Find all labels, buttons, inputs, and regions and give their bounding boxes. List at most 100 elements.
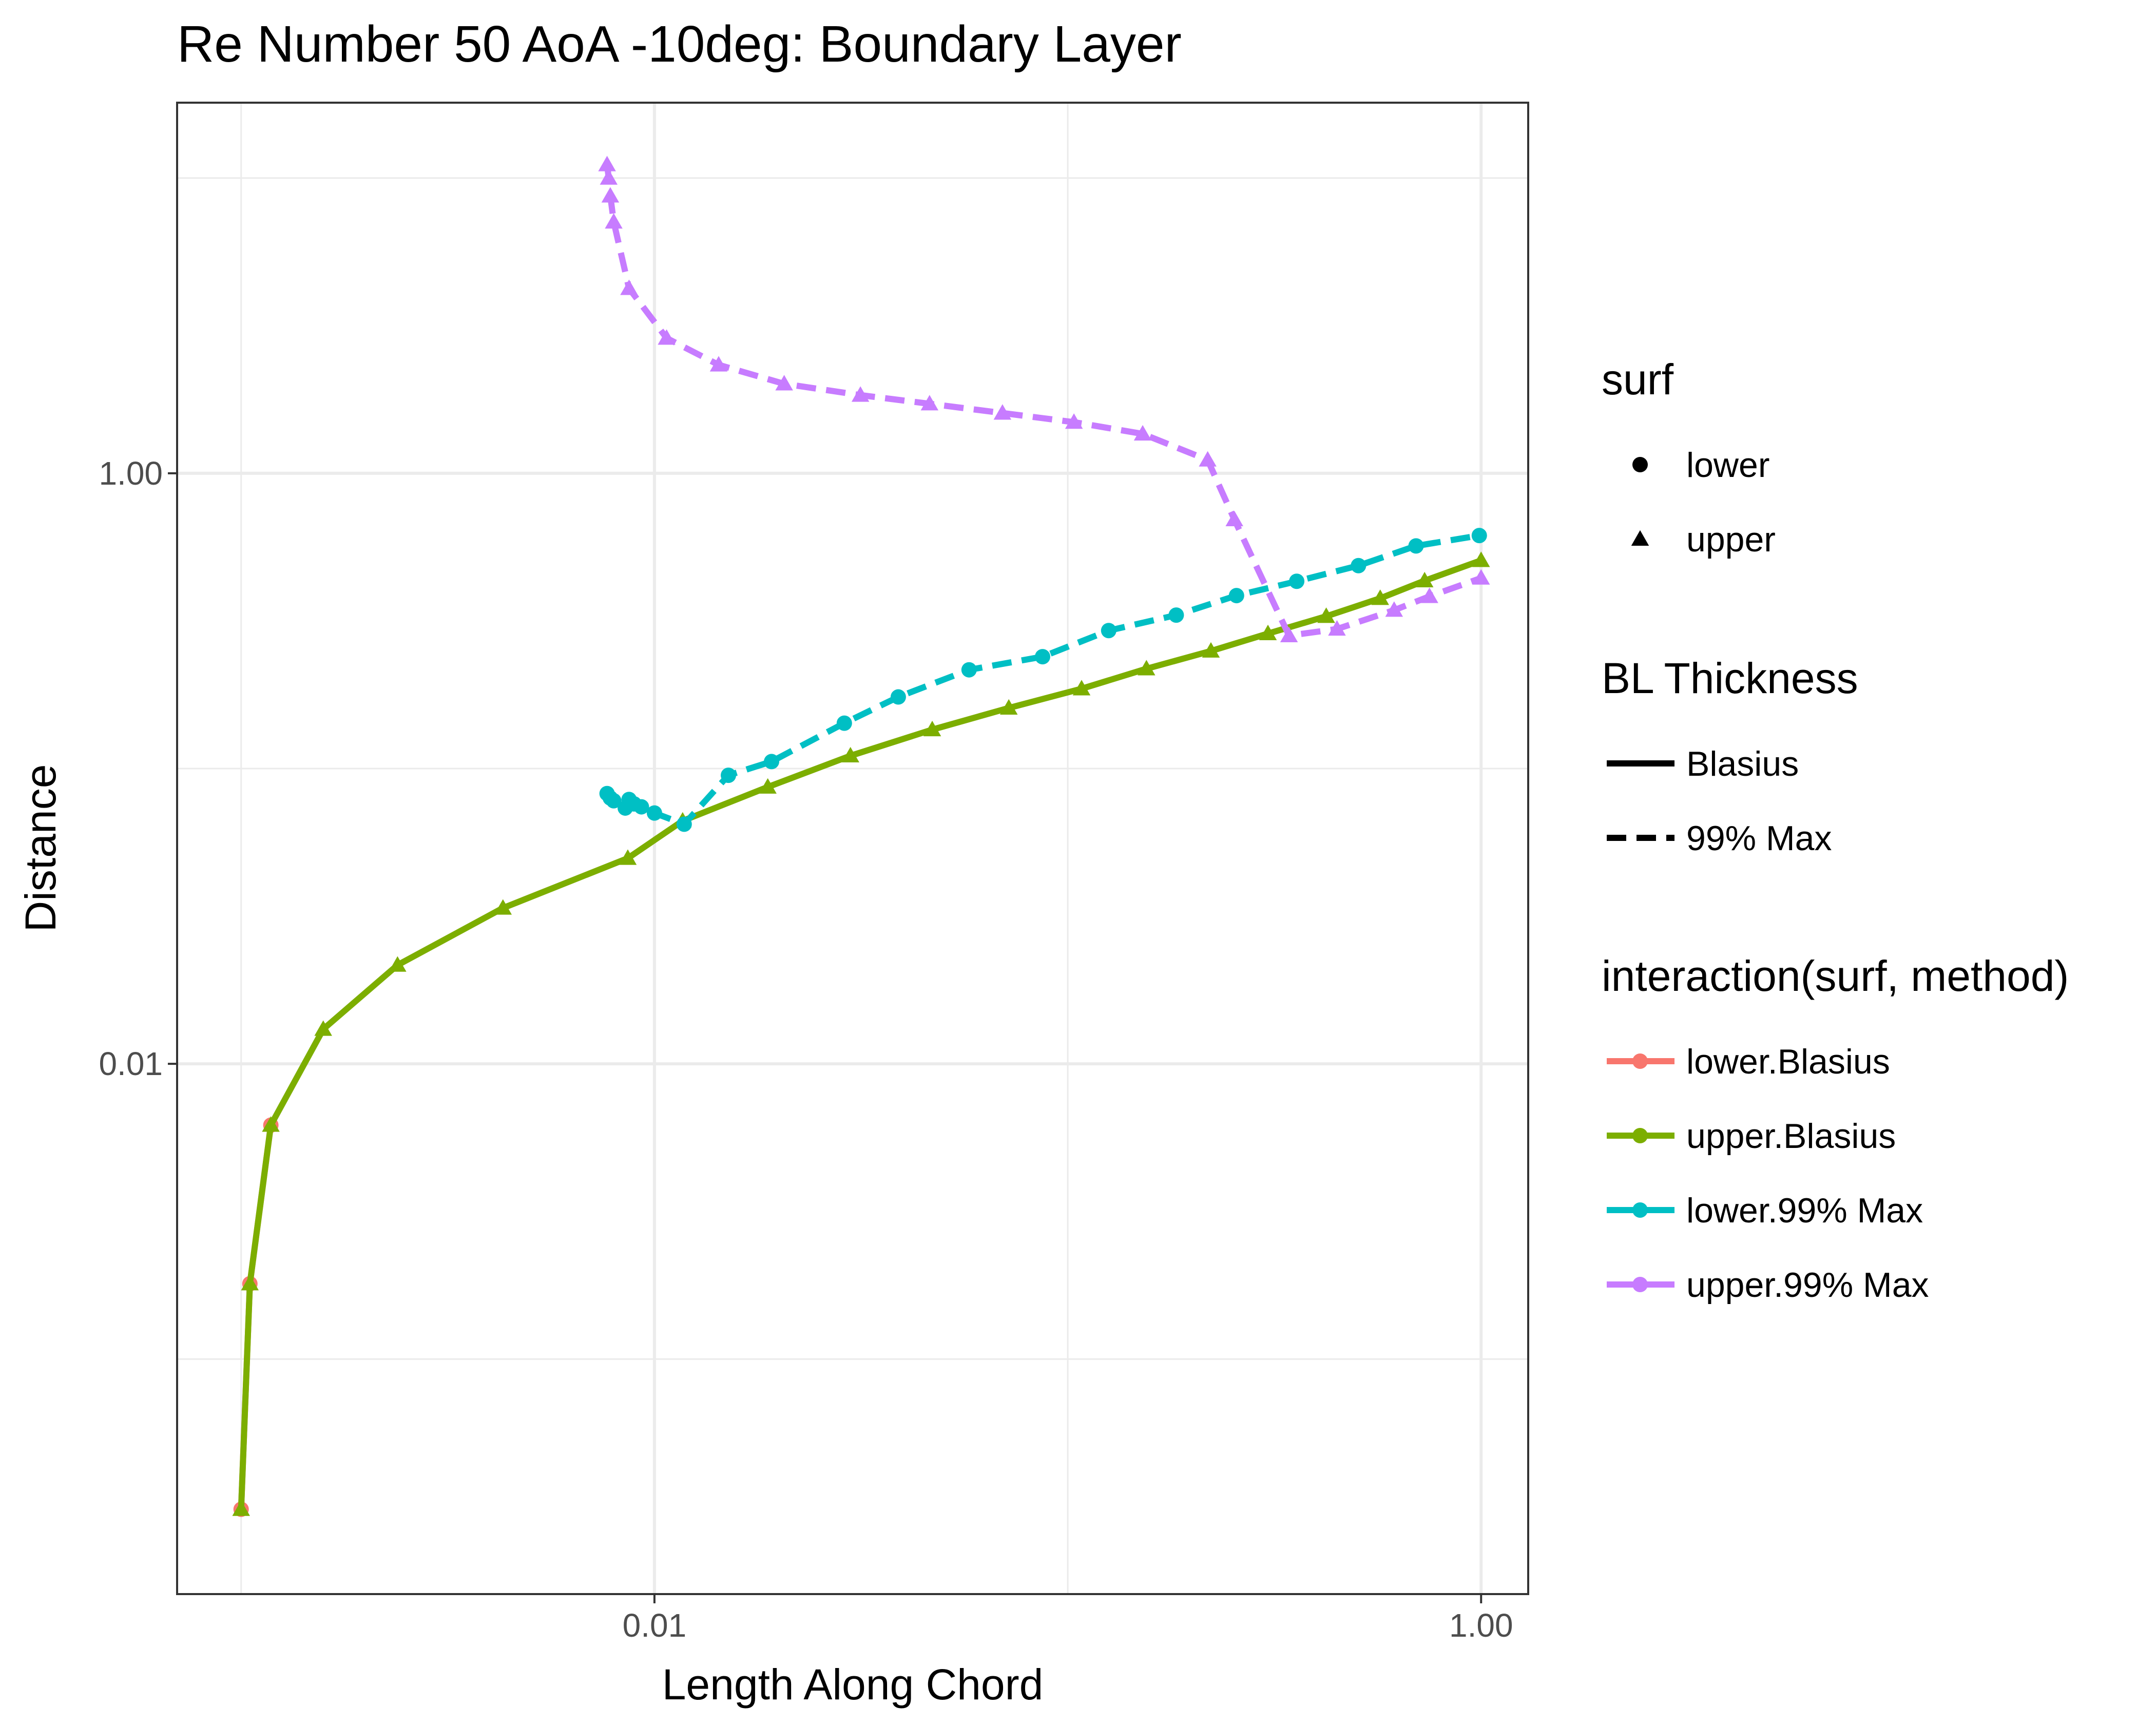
- data-point: [923, 720, 941, 737]
- data-point: [241, 1275, 259, 1291]
- legend-title: interaction(surf, method): [1602, 952, 2069, 1000]
- data-point: [1289, 573, 1305, 589]
- series-lower-99-max: [599, 528, 1487, 832]
- data-point: [721, 768, 737, 783]
- data-point: [759, 778, 777, 794]
- data-point: [764, 754, 780, 770]
- legend-color: interaction(surf, method) lower.Blasius up…: [1602, 952, 2069, 1305]
- data-point: [1471, 528, 1487, 544]
- color-key-point: [1632, 1202, 1648, 1218]
- axes: 0.01 1.00 0.01 1.00: [99, 455, 1513, 1644]
- data-point: [1199, 451, 1217, 467]
- y-tick-label: 0.01: [99, 1045, 163, 1082]
- data-point: [601, 187, 620, 203]
- data-point: [598, 156, 616, 171]
- data-point: [1034, 649, 1050, 665]
- data-point: [1385, 601, 1403, 617]
- data-point: [1202, 642, 1220, 658]
- x-tick-label: 0.01: [623, 1607, 687, 1644]
- data-point: [633, 799, 649, 815]
- data-point: [676, 816, 692, 832]
- legend-key: [1607, 1202, 1674, 1218]
- series-upper-blasius: [232, 551, 1490, 1516]
- legend-key: [1607, 1053, 1674, 1069]
- series-line: [238, 557, 1483, 1510]
- color-key-point: [1632, 1277, 1648, 1292]
- data-point: [890, 689, 906, 705]
- grid: [177, 103, 1528, 1594]
- plot-panel-border: [176, 102, 1529, 1595]
- series-upper-99-max: [598, 156, 1490, 643]
- data-point: [262, 1116, 280, 1132]
- data-point: [606, 793, 622, 809]
- data-point: [775, 375, 793, 391]
- data-point: [836, 715, 852, 731]
- chart-title: Re Number 50 AoA -10deg: Boundary Layer: [177, 15, 1182, 73]
- legend-label: 99% Max: [1686, 819, 1832, 858]
- data-point: [1225, 510, 1243, 527]
- data-point: [1415, 571, 1434, 588]
- legend-label: lower.99% Max: [1686, 1191, 1923, 1230]
- data-point: [999, 699, 1018, 715]
- legend-key: [1631, 530, 1649, 546]
- data-point: [709, 356, 728, 372]
- data-point: [600, 169, 618, 185]
- data-point: [1328, 620, 1346, 636]
- legend-shape: surf lower upper: [1602, 355, 1776, 559]
- data-point: [494, 899, 512, 915]
- data-point: [1168, 607, 1184, 623]
- legend-key: [1607, 1277, 1674, 1292]
- data-point: [658, 329, 676, 345]
- data-point: [605, 213, 623, 229]
- data-point: [993, 404, 1012, 420]
- legend-label: upper.99% Max: [1686, 1266, 1929, 1305]
- data-point: [841, 746, 859, 763]
- legend-label: Blasius: [1686, 744, 1799, 783]
- legend-linetype: BL Thickness Blasius 99% Max: [1602, 654, 1858, 858]
- data-point: [1072, 680, 1091, 696]
- data-point: [1317, 607, 1335, 623]
- legend-key: [1632, 457, 1648, 472]
- circle-key-icon: [1632, 457, 1648, 472]
- data-point: [1228, 588, 1244, 604]
- series-layer: [232, 156, 1490, 1517]
- series-line: [604, 532, 1480, 828]
- data-point: [961, 662, 977, 678]
- legend: surf lower upper BL Thickness Blasius 99% Max…: [1602, 355, 2069, 1305]
- legend-label: upper: [1686, 520, 1776, 559]
- data-point: [920, 395, 939, 411]
- data-point: [389, 956, 407, 972]
- data-point: [1472, 569, 1490, 585]
- data-point: [1371, 589, 1389, 605]
- x-axis-title: Length Along Chord: [662, 1660, 1044, 1709]
- legend-title: surf: [1602, 355, 1674, 404]
- legend-label: lower.Blasius: [1686, 1042, 1890, 1081]
- data-point: [1065, 413, 1083, 429]
- data-point: [1138, 660, 1156, 676]
- data-point: [1408, 538, 1424, 554]
- y-tick-label: 1.00: [99, 455, 163, 492]
- data-point: [1259, 624, 1277, 640]
- data-point: [1280, 626, 1298, 643]
- data-point: [851, 386, 870, 402]
- data-point: [1420, 587, 1438, 603]
- data-point: [620, 279, 638, 295]
- legend-label: upper.Blasius: [1686, 1117, 1896, 1156]
- data-point: [619, 849, 637, 865]
- color-key-point: [1632, 1128, 1648, 1143]
- data-point: [1133, 425, 1152, 441]
- x-tick-label: 1.00: [1449, 1607, 1513, 1644]
- legend-label: lower: [1686, 446, 1770, 485]
- data-point: [1472, 551, 1490, 567]
- color-key-point: [1632, 1053, 1648, 1069]
- triangle-key-icon: [1631, 530, 1649, 546]
- series-line: [604, 164, 1483, 639]
- data-point: [646, 805, 662, 821]
- y-axis-title: Distance: [16, 764, 65, 932]
- data-point: [232, 1500, 250, 1516]
- data-point: [314, 1020, 332, 1036]
- legend-key: [1607, 1128, 1674, 1143]
- data-point: [1101, 623, 1116, 639]
- legend-title: BL Thickness: [1602, 654, 1858, 702]
